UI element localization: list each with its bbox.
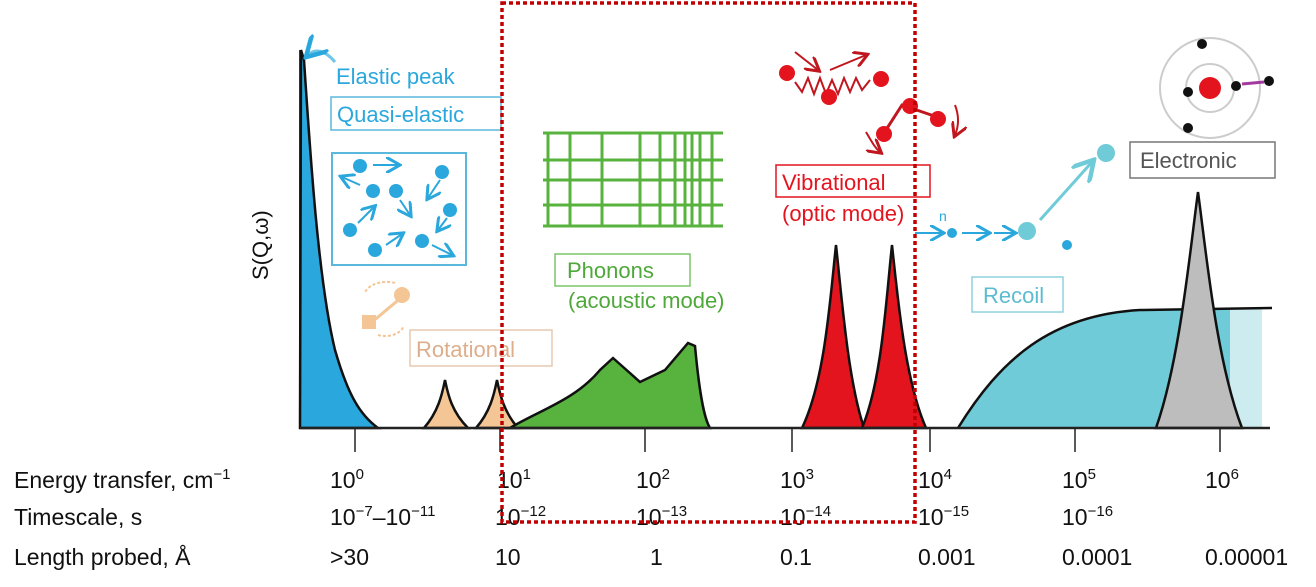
vibrational-peak-1	[800, 244, 866, 430]
timescale-value: 10−12	[495, 503, 546, 530]
energy-value: 105	[1062, 466, 1096, 493]
length-value: 0.00001	[1205, 544, 1288, 570]
diffusing-particles-icon	[331, 152, 467, 266]
phonon-lattice-icon	[543, 131, 723, 228]
vibrational-label: Vibrational	[782, 170, 886, 195]
timescale-value: 10−14	[780, 503, 831, 530]
phonons-label: Phonons	[567, 258, 654, 283]
timescale-row-title: Timescale, s	[14, 504, 142, 530]
energy-value: 106	[1205, 466, 1239, 493]
length-value: >30	[330, 544, 369, 570]
timescale-value: 10−15	[918, 503, 969, 530]
rotational-peak-2	[473, 379, 521, 430]
length-row-title: Length probed, Å	[14, 543, 191, 570]
timescale-value: 10−7–10−11	[330, 503, 435, 530]
neutron-label: n	[939, 208, 947, 224]
energy-value: 100	[330, 466, 364, 493]
recoil-area	[958, 309, 1230, 428]
length-value: 0.0001	[1062, 544, 1132, 570]
length-value: 10	[495, 544, 521, 570]
quasi-elastic-label: Quasi-elastic	[337, 102, 464, 127]
length-value: 0.1	[780, 544, 812, 570]
energy-row-title: Energy transfer, cm−1	[14, 466, 231, 493]
elastic-peak-label: Elastic peak	[336, 64, 456, 89]
neutron-recoil-icon	[915, 144, 1115, 250]
vibrational-peak-2	[860, 244, 928, 430]
timescale-values: 10−12 10−13 10−14 10−15 10−16	[495, 503, 1113, 530]
length-value: 0.001	[918, 544, 976, 570]
timescale-value: 10−13	[636, 503, 687, 530]
highlight-region-box	[500, 1, 917, 524]
phonon-band	[505, 341, 713, 430]
recoil-label: Recoil	[983, 283, 1044, 308]
vibrating-molecule-icon	[779, 52, 958, 152]
rotating-molecule-icon	[362, 280, 410, 337]
phonons-mode-label: (acoustic mode)	[568, 288, 725, 313]
timescale-value: 10−16	[1062, 503, 1113, 530]
x-axis-ticks	[354, 428, 1221, 452]
electronic-peak	[1154, 191, 1244, 430]
energy-value: 103	[780, 466, 814, 493]
electronic-label: Electronic	[1140, 148, 1237, 173]
recoil-tail	[1230, 309, 1262, 428]
rotational-peak-1	[421, 379, 472, 430]
length-value: 1	[650, 544, 663, 570]
energy-value: 102	[636, 466, 670, 493]
elastic-peak	[298, 49, 382, 430]
elastic-arrow-icon	[308, 51, 337, 63]
length-probed-values: >30 10 1 0.1 0.001 0.0001 0.00001	[330, 544, 1288, 570]
energy-value: 104	[918, 466, 952, 493]
y-axis-label: S(Q,ω)	[248, 210, 273, 280]
rotational-label: Rotational	[416, 337, 515, 362]
atom-icon	[1159, 37, 1274, 139]
energy-transfer-values: 100 101 102 103 104 105 106	[330, 466, 1239, 493]
vibrational-mode-label: (optic mode)	[782, 201, 904, 226]
